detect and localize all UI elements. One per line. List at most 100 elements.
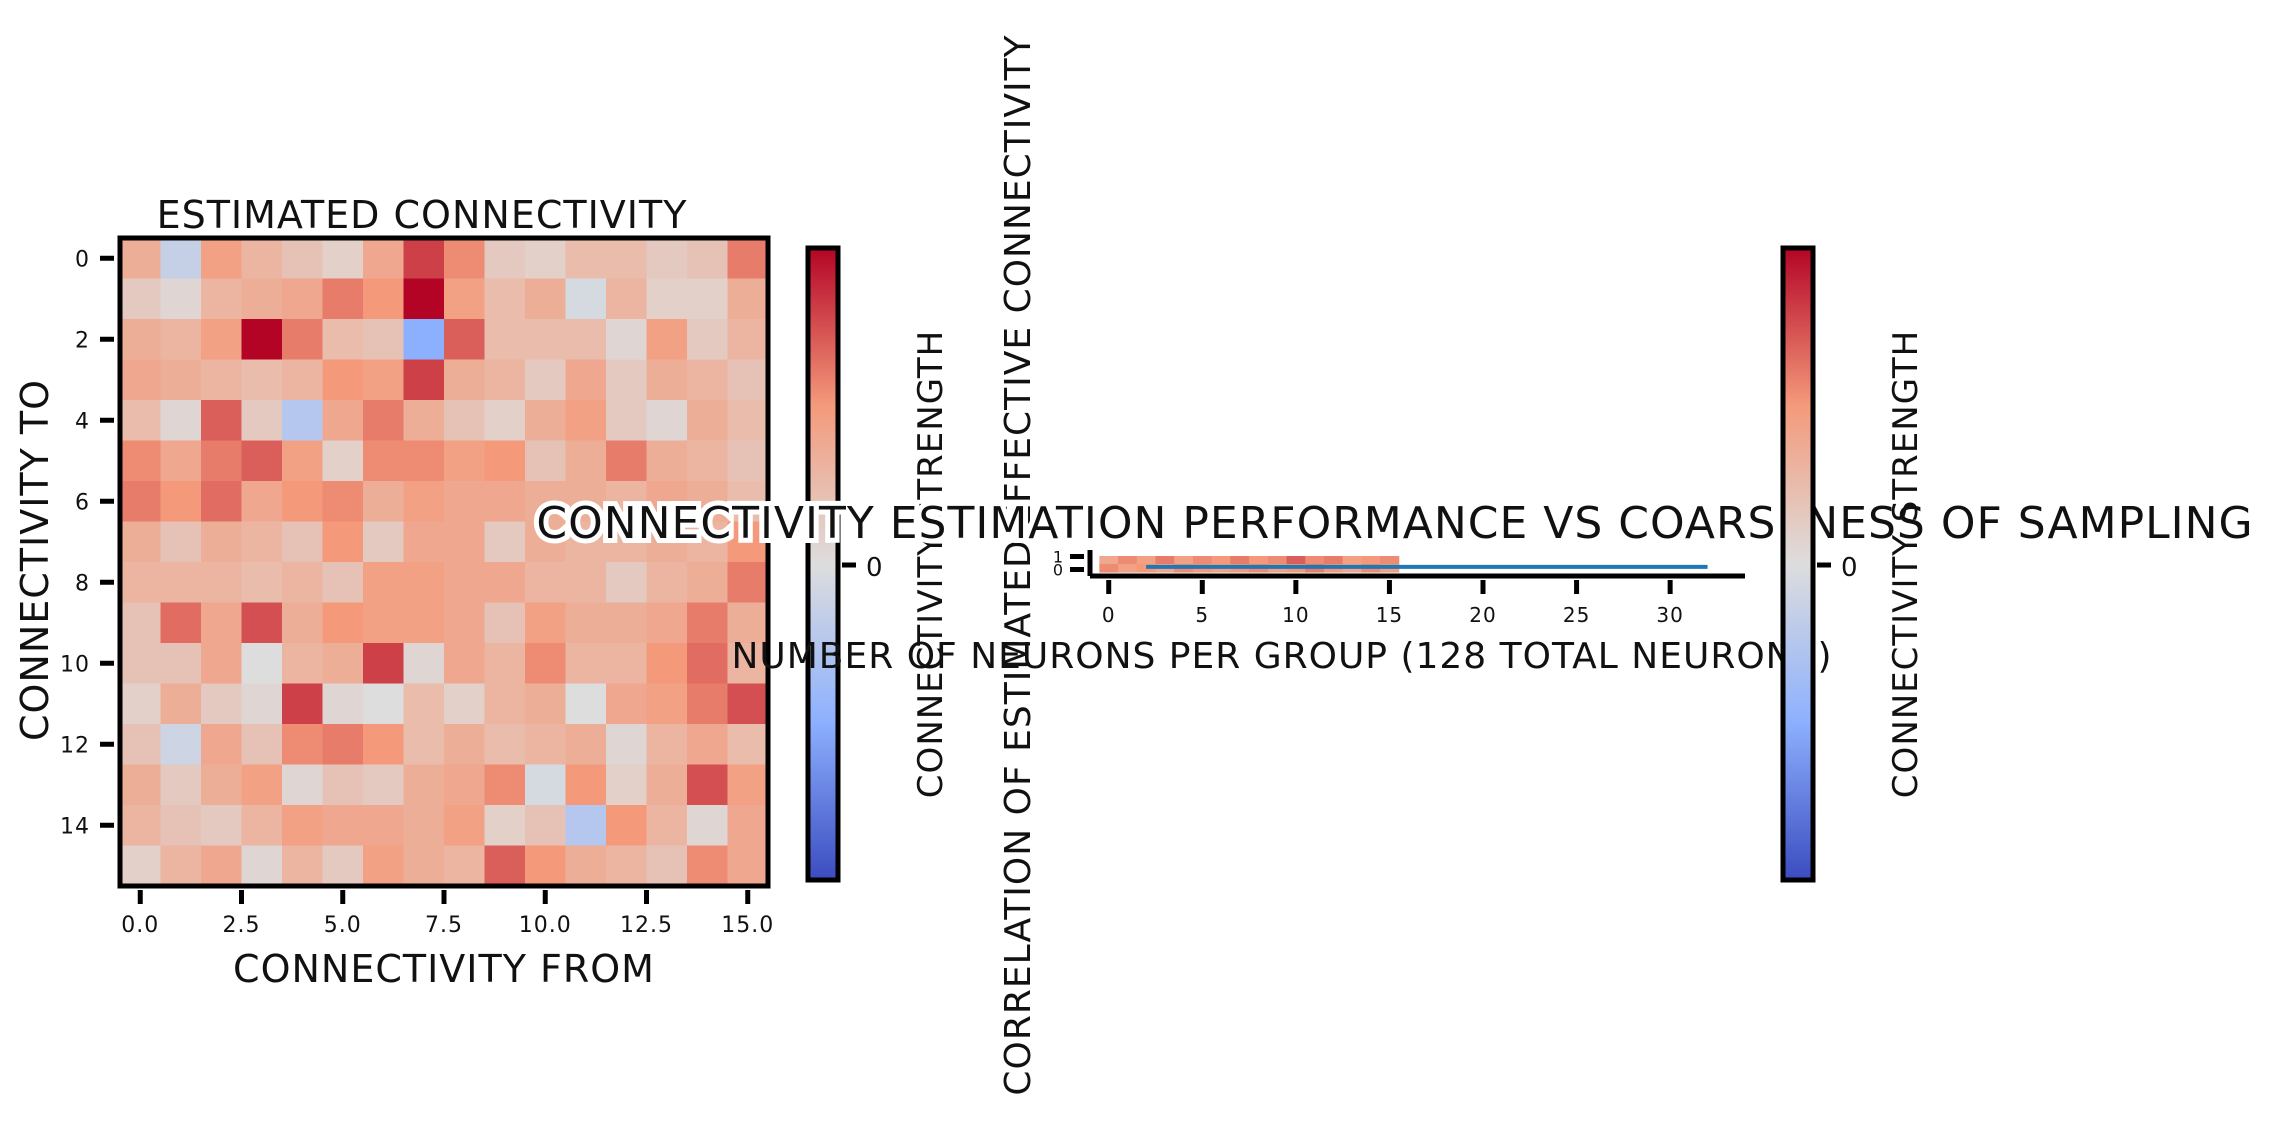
heatmap-cell-13-1 (160, 764, 202, 806)
heatmap-cell-4-13 (646, 400, 688, 442)
heatmap-cell-5-10 (525, 440, 567, 482)
heatmap-cell-4-3 (241, 400, 283, 442)
heatmap-cell-14-11 (565, 805, 607, 847)
heatmap-cell-7-7 (403, 521, 445, 563)
heatmap-cell-9-4 (282, 602, 324, 644)
heatmap-cell-7-1 (160, 521, 202, 563)
heatmap-cell-6-7 (403, 481, 445, 523)
heatmap-cell-11-0 (120, 683, 162, 725)
heatmap-cell-13-13 (646, 764, 688, 806)
heatmap-cell-8-13 (646, 562, 688, 604)
overlay-cell-0-0 (1099, 556, 1119, 565)
heatmap-cell-14-8 (444, 805, 486, 847)
overlay-cell-0-2 (1136, 556, 1156, 565)
heatmap-cell-5-2 (201, 440, 243, 482)
heatmap-cell-9-3 (241, 602, 283, 644)
heatmap-cell-9-9 (484, 602, 526, 644)
heatmap-frame (117, 235, 771, 889)
heatmap-cell-9-11 (565, 602, 607, 644)
heatmap-x-tick-label: 2.5 (223, 913, 261, 938)
line-title: Connectivity estimation performance vs c… (536, 498, 2253, 549)
heatmap-cell-15-11 (565, 845, 607, 887)
heatmap-y-tick-label: 12 (60, 733, 90, 758)
heatmap-cell-2-5 (322, 319, 364, 361)
heatmap-cell-0-3 (241, 238, 283, 280)
heatmap-x-tick-label: 12.5 (620, 913, 673, 938)
heatmap-cell-1-14 (687, 278, 729, 320)
heatmap-cell-3-8 (444, 359, 486, 401)
overlay-cell-0-13 (1342, 556, 1362, 565)
heatmap-cell-3-11 (565, 359, 607, 401)
heatmap-cell-13-0 (120, 764, 162, 806)
heatmap-cell-12-2 (201, 724, 243, 766)
overlay-cell-0-5 (1192, 556, 1213, 565)
heatmap-cell-12-7 (403, 724, 445, 766)
overlay-cell-0-9 (1267, 556, 1287, 565)
overlay-heatmap-cells (1099, 556, 1400, 573)
heatmap-cell-6-15 (727, 481, 769, 523)
heatmap-cell-0-7 (403, 238, 445, 280)
heatmap-cell-6-5 (322, 481, 364, 523)
heatmap-cell-7-5 (322, 521, 364, 563)
heatmap-cell-11-15 (727, 683, 769, 725)
heatmap-cell-5-3 (241, 440, 283, 482)
heatmap-y-tick-label: 2 (75, 328, 90, 353)
heatmap-cell-12-0 (120, 724, 162, 766)
heatmap-cell-2-6 (363, 319, 405, 361)
heatmap-cell-1-5 (322, 278, 364, 320)
heatmap-cell-2-13 (646, 319, 688, 361)
heatmap-cell-14-5 (322, 805, 364, 847)
heatmap-x-tick-label: 7.5 (425, 913, 463, 938)
colorbar-1-tick-label: 0 (866, 553, 884, 583)
line-y-tick-label: 0 (1053, 561, 1064, 580)
heatmap-cell-7-3 (241, 521, 283, 563)
heatmap-cell-13-3 (241, 764, 283, 806)
heatmap-cell-7-0 (120, 521, 162, 563)
heatmap-cell-15-9 (484, 845, 526, 887)
heatmap-cell-13-11 (565, 764, 607, 806)
heatmap-cell-14-7 (403, 805, 445, 847)
heatmap-cell-6-0 (120, 481, 162, 523)
heatmap-cell-14-13 (646, 805, 688, 847)
heatmap-cell-15-13 (646, 845, 688, 887)
heatmap-cell-12-15 (727, 724, 769, 766)
heatmap-cell-1-4 (282, 278, 324, 320)
overlay-cell-0-6 (1211, 556, 1231, 565)
heatmap-cell-12-8 (444, 724, 486, 766)
heatmap-cell-15-15 (727, 845, 769, 887)
heatmap-cell-13-7 (403, 764, 445, 806)
heatmap-cell-5-9 (484, 440, 526, 482)
heatmap-cell-14-15 (727, 805, 769, 847)
heatmap-cell-11-6 (363, 683, 405, 725)
heatmap-cell-8-5 (322, 562, 364, 604)
heatmap-cell-9-10 (525, 602, 567, 644)
heatmap-cell-6-12 (606, 481, 648, 523)
heatmap-cell-7-4 (282, 521, 324, 563)
heatmap-cell-3-10 (525, 359, 567, 401)
line-ylabel: Correlation of estimated effective conne… (998, 34, 1039, 1095)
heatmap-cell-2-3 (241, 319, 283, 361)
heatmap-cell-2-10 (525, 319, 567, 361)
heatmap-cell-8-15 (727, 562, 769, 604)
heatmap-cell-3-0 (120, 359, 162, 401)
heatmap-cell-1-6 (363, 278, 405, 320)
heatmap-cell-11-8 (444, 683, 486, 725)
heatmap-cell-6-9 (484, 481, 526, 523)
heatmap-cell-4-5 (322, 400, 364, 442)
line-x-tick-label: 5 (1195, 603, 1209, 627)
line-y-tick-label: 1 (1053, 548, 1064, 567)
heatmap-cell-0-1 (160, 238, 202, 280)
heatmap-cell-9-13 (646, 602, 688, 644)
line-xlabel: Number of neurons per group (128 total n… (731, 636, 1832, 677)
heatmap-cell-7-11 (565, 521, 607, 563)
overlay-cell-0-11 (1305, 556, 1325, 565)
heatmap-cell-14-2 (201, 805, 243, 847)
heatmap-cell-11-12 (606, 683, 648, 725)
heatmap-cell-1-9 (484, 278, 526, 320)
heatmap-cell-13-8 (444, 764, 486, 806)
heatmap-cell-6-10 (525, 481, 567, 523)
heatmap-cell-7-14 (687, 521, 729, 563)
heatmap-cell-8-7 (403, 562, 445, 604)
overlay-cell-0-12 (1323, 556, 1344, 565)
heatmap-cell-0-11 (565, 238, 607, 280)
